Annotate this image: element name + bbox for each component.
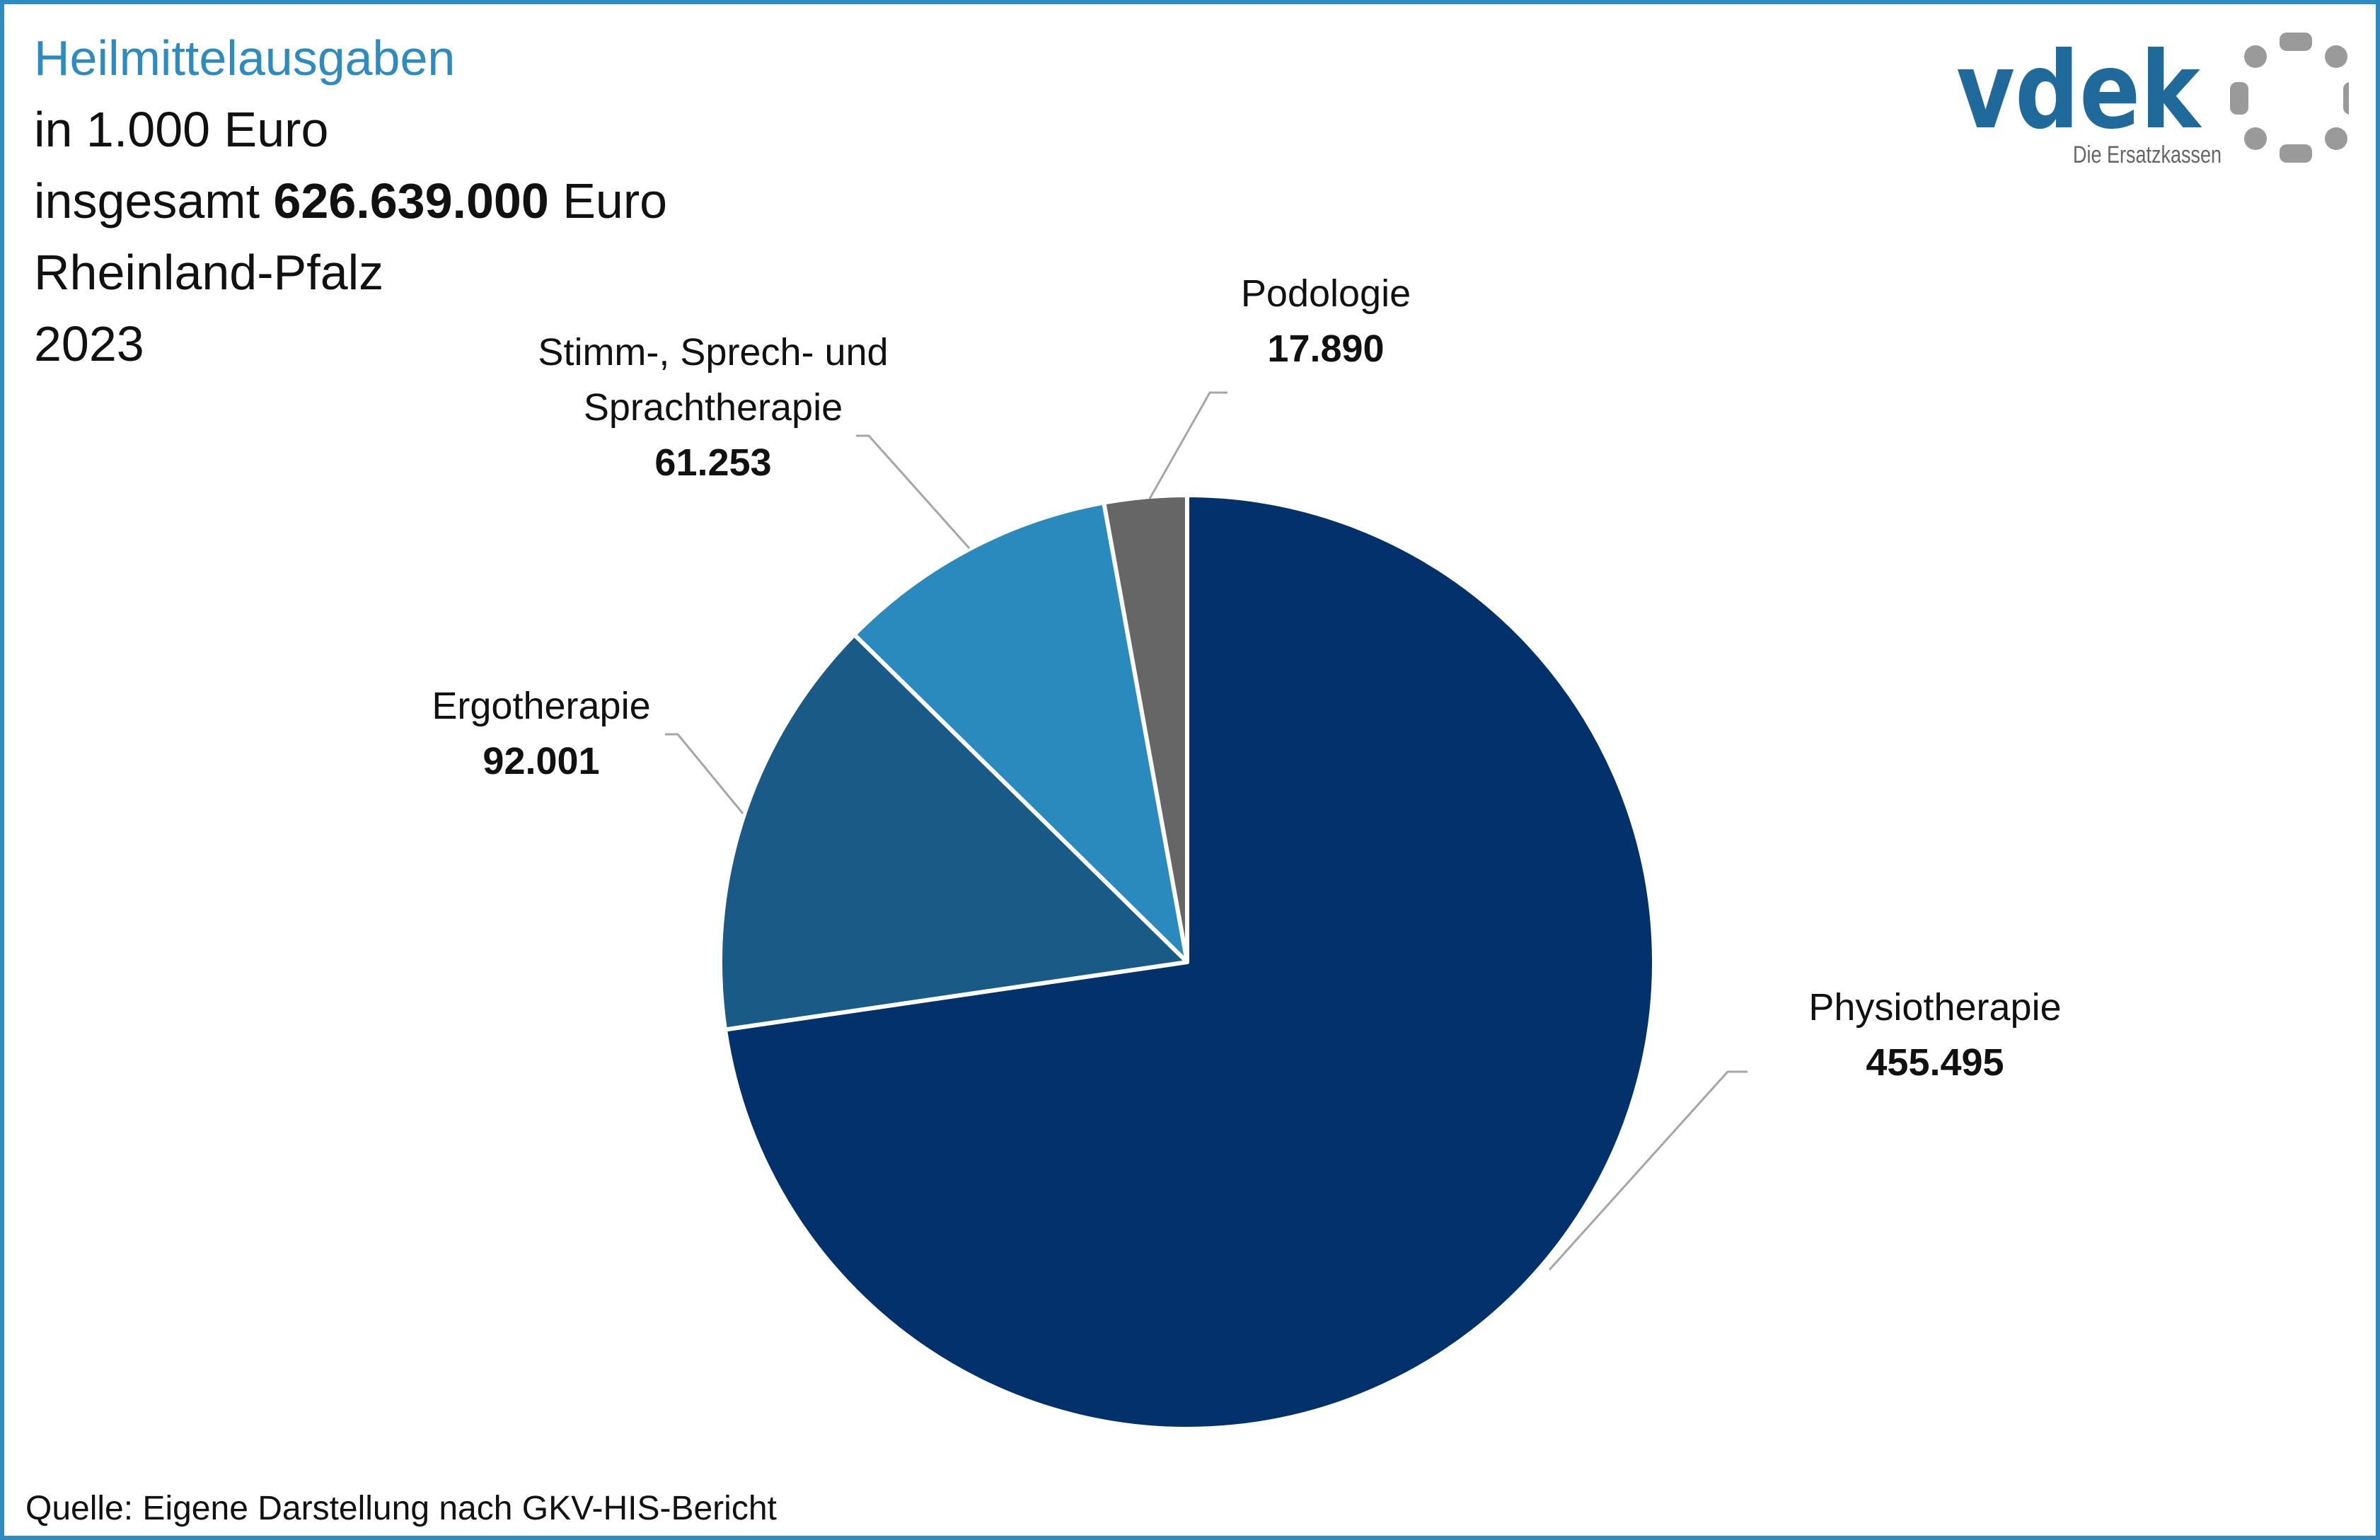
slice-value-ergotherapie: 92.001: [483, 740, 599, 782]
slice-label-podologie: Podologie: [1241, 272, 1411, 315]
slice-value-stimm-sprech-und-sprachtherapie: 61.253: [654, 441, 771, 484]
chart-title: Heilmittelausgaben: [34, 30, 456, 86]
chart-header: Heilmittelausgaben in 1.000 Euro insgesa…: [34, 23, 667, 380]
slice-value-podologie: 17.890: [1267, 328, 1384, 370]
pie-slice-stimm-sprech-und-sprachtherapie: [852, 500, 1189, 964]
logo-tagline: Die Ersatzkassen: [2073, 141, 2222, 168]
slice-label-stimm-sprech-und-sprachtherapie: Stimm-, Sprech- und: [538, 331, 888, 374]
slice-value-physiotherapie: 455.495: [1866, 1041, 2004, 1084]
unit-line: in 1.000 Euro: [34, 102, 329, 157]
slice-label-physiotherapie: Physiotherapie: [1808, 986, 2061, 1029]
pie-slice-ergotherapie: [718, 632, 1189, 1032]
pie-slice-podologie: [1102, 493, 1189, 964]
leader-line-physiotherapie: [1548, 1070, 1748, 1271]
pie-slice-physiotherapie: [722, 493, 1656, 1431]
total-line: insgesamt 626.639.000 Euro: [34, 166, 667, 237]
logo-ring-icon: [2230, 33, 2349, 163]
year-line: 2023: [34, 316, 144, 371]
total-value: 626.639.000: [273, 173, 549, 228]
slice-label-stimm-sprech-und-sprachtherapie: Sprachtherapie: [584, 386, 843, 429]
slice-label-ergotherapie: Ergotherapie: [432, 685, 650, 727]
total-suffix: Euro: [562, 173, 668, 228]
leader-line-podologie: [1148, 391, 1227, 499]
total-prefix: insgesamt: [34, 173, 260, 228]
region-line: Rheinland-Pfalz: [34, 245, 384, 300]
leader-line-ergotherapie: [665, 733, 744, 814]
logo-wordmark: vdek: [1956, 30, 2202, 153]
leader-line-stimm-sprech-und-sprachtherapie: [856, 434, 971, 549]
source-note: Quelle: Eigene Darstellung nach GKV-HIS-…: [25, 1490, 777, 1527]
vdek-logo: vdek Die Ersatzkassen: [1956, 30, 2349, 168]
